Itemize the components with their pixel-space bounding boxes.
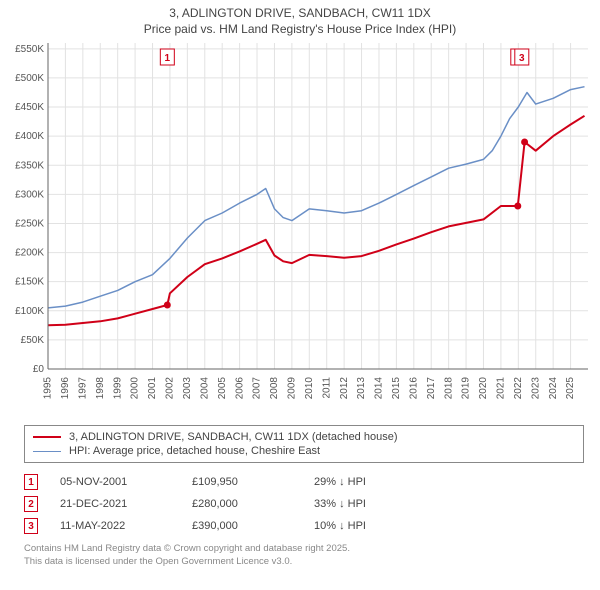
legend-swatch [33, 451, 61, 452]
line-chart-svg: £0 £50K £100K £150K £200K £250K £300K £350K £400… [6, 39, 594, 419]
svg-text:£50K: £50K [21, 335, 45, 346]
svg-text:2001: 2001 [147, 377, 158, 400]
svg-text:£400K: £400K [15, 131, 44, 142]
sale-diff: 29% ↓ HPI [314, 476, 434, 488]
footnote-line-2: This data is licensed under the Open Gov… [24, 556, 584, 569]
svg-text:2022: 2022 [513, 377, 524, 400]
title-line-1: 3, ADLINGTON DRIVE, SANDBACH, CW11 1DX [6, 6, 594, 22]
svg-text:£350K: £350K [15, 160, 44, 171]
footnote: Contains HM Land Registry data © Crown c… [24, 543, 584, 569]
svg-text:2003: 2003 [182, 377, 193, 400]
svg-text:1995: 1995 [43, 377, 54, 400]
svg-text:2014: 2014 [374, 377, 385, 400]
svg-text:2009: 2009 [287, 377, 298, 400]
sale-row: 1 05-NOV-2001 £109,950 29% ↓ HPI [24, 471, 584, 493]
svg-text:2018: 2018 [443, 377, 454, 400]
svg-text:2012: 2012 [339, 377, 350, 400]
sale-price: £390,000 [192, 520, 292, 532]
sale-row: 2 21-DEC-2021 £280,000 33% ↓ HPI [24, 493, 584, 515]
svg-text:2020: 2020 [478, 377, 489, 400]
svg-text:1997: 1997 [77, 377, 88, 400]
svg-text:2010: 2010 [304, 377, 315, 400]
sales-table: 1 05-NOV-2001 £109,950 29% ↓ HPI 2 21-DEC-202… [24, 471, 584, 537]
svg-text:£100K: £100K [15, 306, 44, 317]
svg-text:2013: 2013 [356, 377, 367, 400]
svg-text:2021: 2021 [496, 377, 507, 400]
svg-text:2002: 2002 [165, 377, 176, 400]
chart-title: 3, ADLINGTON DRIVE, SANDBACH, CW11 1DX P… [6, 6, 594, 37]
sale-diff: 33% ↓ HPI [314, 498, 434, 510]
svg-text:3: 3 [519, 53, 525, 64]
svg-text:2015: 2015 [391, 377, 402, 400]
svg-text:£550K: £550K [15, 44, 44, 55]
footnote-line-1: Contains HM Land Registry data © Crown c… [24, 543, 584, 556]
svg-text:£450K: £450K [15, 102, 44, 113]
sale-diff: 10% ↓ HPI [314, 520, 434, 532]
svg-text:2016: 2016 [408, 377, 419, 400]
sale-price: £109,950 [192, 476, 292, 488]
legend: 3, ADLINGTON DRIVE, SANDBACH, CW11 1DX (… [24, 425, 584, 463]
svg-text:1999: 1999 [112, 377, 123, 400]
svg-text:2006: 2006 [234, 377, 245, 400]
legend-row: 3, ADLINGTON DRIVE, SANDBACH, CW11 1DX (… [33, 430, 575, 444]
svg-text:1998: 1998 [95, 377, 106, 400]
svg-text:2004: 2004 [199, 377, 210, 400]
svg-text:£500K: £500K [15, 73, 44, 84]
svg-text:£300K: £300K [15, 190, 44, 201]
svg-text:2005: 2005 [217, 377, 228, 400]
legend-label: HPI: Average price, detached house, Ches… [69, 445, 320, 457]
svg-text:2000: 2000 [130, 377, 141, 400]
chart-page: 3, ADLINGTON DRIVE, SANDBACH, CW11 1DX P… [0, 0, 600, 590]
chart-area: £0 £50K £100K £150K £200K £250K £300K £350K £400… [6, 39, 594, 419]
svg-text:2024: 2024 [548, 377, 559, 400]
svg-text:2011: 2011 [321, 377, 332, 399]
svg-text:£250K: £250K [15, 219, 44, 230]
svg-text:£150K: £150K [15, 277, 44, 288]
svg-text:2023: 2023 [530, 377, 541, 400]
svg-text:2017: 2017 [426, 377, 437, 400]
svg-text:2025: 2025 [565, 377, 576, 400]
sale-marker: 2 [24, 496, 38, 512]
svg-text:2007: 2007 [252, 377, 263, 400]
legend-label: 3, ADLINGTON DRIVE, SANDBACH, CW11 1DX (… [69, 431, 398, 443]
svg-text:£0: £0 [33, 364, 45, 375]
legend-swatch [33, 436, 61, 438]
svg-text:£200K: £200K [15, 248, 44, 259]
title-line-2: Price paid vs. HM Land Registry's House … [6, 22, 594, 38]
svg-text:2008: 2008 [269, 377, 280, 400]
sale-date: 05-NOV-2001 [60, 476, 170, 488]
sale-marker: 1 [24, 474, 38, 490]
svg-text:2019: 2019 [461, 377, 472, 400]
svg-text:1996: 1996 [60, 377, 71, 400]
sale-marker: 3 [24, 518, 38, 534]
sale-date: 21-DEC-2021 [60, 498, 170, 510]
svg-text:1: 1 [165, 53, 171, 64]
sale-price: £280,000 [192, 498, 292, 510]
sale-date: 11-MAY-2022 [60, 520, 170, 532]
legend-row: HPI: Average price, detached house, Ches… [33, 444, 575, 458]
sale-row: 3 11-MAY-2022 £390,000 10% ↓ HPI [24, 515, 584, 537]
